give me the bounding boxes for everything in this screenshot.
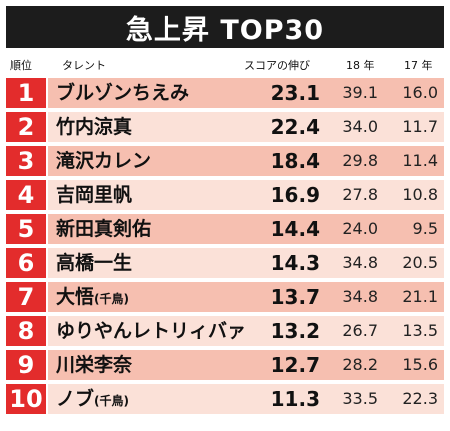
table-row: 2 竹内涼真 22.4 34.0 11.7 — [6, 112, 444, 142]
talent-name: 新田真剣佑 — [56, 214, 151, 244]
rank-badge: 10 — [6, 384, 46, 414]
score-growth: 13.2 — [270, 319, 320, 343]
talent-name: 高橋一生 — [56, 248, 132, 278]
score-growth: 12.7 — [270, 353, 320, 377]
talent-name: ゆりやんレトリィバァ — [56, 316, 246, 346]
table-row: 10 ノブ(千鳥) 11.3 33.5 22.3 — [6, 384, 444, 414]
score-17: 16.0 — [402, 83, 438, 102]
score-18: 34.8 — [342, 287, 378, 306]
score-18: 24.0 — [342, 219, 378, 238]
talent-name: 大悟(千鳥) — [56, 282, 129, 312]
score-17: 13.5 — [402, 321, 438, 340]
header-name: タレント — [62, 59, 106, 72]
score-growth: 14.3 — [270, 251, 320, 275]
rank-badge: 3 — [6, 146, 46, 176]
ranking-table: 急上昇 TOP30 順位 タレント スコアの伸び 18 年 17 年 1 ブルゾ… — [6, 6, 444, 425]
score-18: 26.7 — [342, 321, 378, 340]
talent-name-main: ブルゾンちえみ — [56, 82, 190, 104]
score-18: 33.5 — [342, 389, 378, 408]
talent-name: ブルゾンちえみ — [56, 78, 189, 108]
rank-badge: 6 — [6, 248, 46, 278]
header-year-17: 17 年 — [404, 59, 433, 72]
score-17: 9.5 — [412, 219, 438, 238]
table-row: 3 滝沢カレン 18.4 29.8 11.4 — [6, 146, 444, 176]
column-header-row: 順位 タレント スコアの伸び 18 年 17 年 — [6, 52, 444, 74]
talent-name-main: 吉岡里帆 — [56, 184, 133, 206]
score-growth: 18.4 — [270, 149, 320, 173]
table-row: 7 大悟(千鳥) 13.7 34.8 21.1 — [6, 282, 444, 312]
row-background — [48, 214, 444, 244]
score-18: 34.0 — [342, 117, 378, 136]
rank-badge: 7 — [6, 282, 46, 312]
talent-name-main: ゆりやんレトリィバァ — [56, 320, 247, 342]
score-18: 34.8 — [342, 253, 378, 272]
rank-badge: 9 — [6, 350, 46, 380]
score-17: 15.6 — [402, 355, 438, 374]
row-background — [48, 146, 444, 176]
table-title: 急上昇 TOP30 — [6, 6, 444, 48]
rank-badge: 8 — [6, 316, 46, 346]
table-row: 1 ブルゾンちえみ 23.1 39.1 16.0 — [6, 78, 444, 108]
score-17: 21.1 — [402, 287, 438, 306]
score-18: 28.2 — [342, 355, 378, 374]
rank-badge: 2 — [6, 112, 46, 142]
talent-name-main: 川栄李奈 — [56, 354, 133, 376]
score-growth: 14.4 — [270, 217, 320, 241]
talent-name-main: 大悟 — [56, 286, 95, 308]
talent-name-sub: (千鳥) — [94, 394, 129, 408]
row-background — [48, 282, 444, 312]
score-18: 27.8 — [342, 185, 378, 204]
table-row: 6 高橋一生 14.3 34.8 20.5 — [6, 248, 444, 278]
score-18: 39.1 — [342, 83, 378, 102]
row-background — [48, 180, 444, 210]
talent-name: 竹内涼真 — [56, 112, 132, 142]
rank-badge: 4 — [6, 180, 46, 210]
score-growth: 13.7 — [270, 285, 320, 309]
table-row: 9 川栄李奈 12.7 28.2 15.6 — [6, 350, 444, 380]
table-row: 5 新田真剣佑 14.4 24.0 9.5 — [6, 214, 444, 244]
header-year-18: 18 年 — [346, 59, 375, 72]
talent-name: 滝沢カレン — [56, 146, 151, 176]
score-growth: 22.4 — [270, 115, 320, 139]
score-17: 10.8 — [402, 185, 438, 204]
score-growth: 16.9 — [270, 183, 320, 207]
score-17: 20.5 — [402, 253, 438, 272]
row-background — [48, 78, 444, 108]
talent-name: 川栄李奈 — [56, 350, 132, 380]
score-17: 22.3 — [402, 389, 438, 408]
talent-name-main: 竹内涼真 — [56, 116, 133, 138]
row-background — [48, 316, 444, 346]
score-growth: 11.3 — [270, 387, 320, 411]
talent-name-main: ノブ — [56, 388, 95, 410]
row-background — [48, 112, 444, 142]
talent-name-main: 新田真剣佑 — [56, 218, 152, 240]
rank-badge: 5 — [6, 214, 46, 244]
talent-name-sub: (千鳥) — [94, 292, 129, 306]
score-17: 11.7 — [402, 117, 438, 136]
score-growth: 23.1 — [270, 81, 320, 105]
score-18: 29.8 — [342, 151, 378, 170]
talent-name-main: 高橋一生 — [56, 252, 133, 274]
header-growth: スコアの伸び — [244, 59, 310, 72]
table-row: 4 吉岡里帆 16.9 27.8 10.8 — [6, 180, 444, 210]
rank-badge: 1 — [6, 78, 46, 108]
header-rank: 順位 — [10, 59, 32, 72]
row-background — [48, 350, 444, 380]
table-row: 8 ゆりやんレトリィバァ 13.2 26.7 13.5 — [6, 316, 444, 346]
talent-name: ノブ(千鳥) — [56, 384, 129, 414]
score-17: 11.4 — [402, 151, 438, 170]
talent-name-main: 滝沢カレン — [56, 150, 152, 172]
talent-name: 吉岡里帆 — [56, 180, 132, 210]
row-background — [48, 248, 444, 278]
row-background — [48, 384, 444, 414]
